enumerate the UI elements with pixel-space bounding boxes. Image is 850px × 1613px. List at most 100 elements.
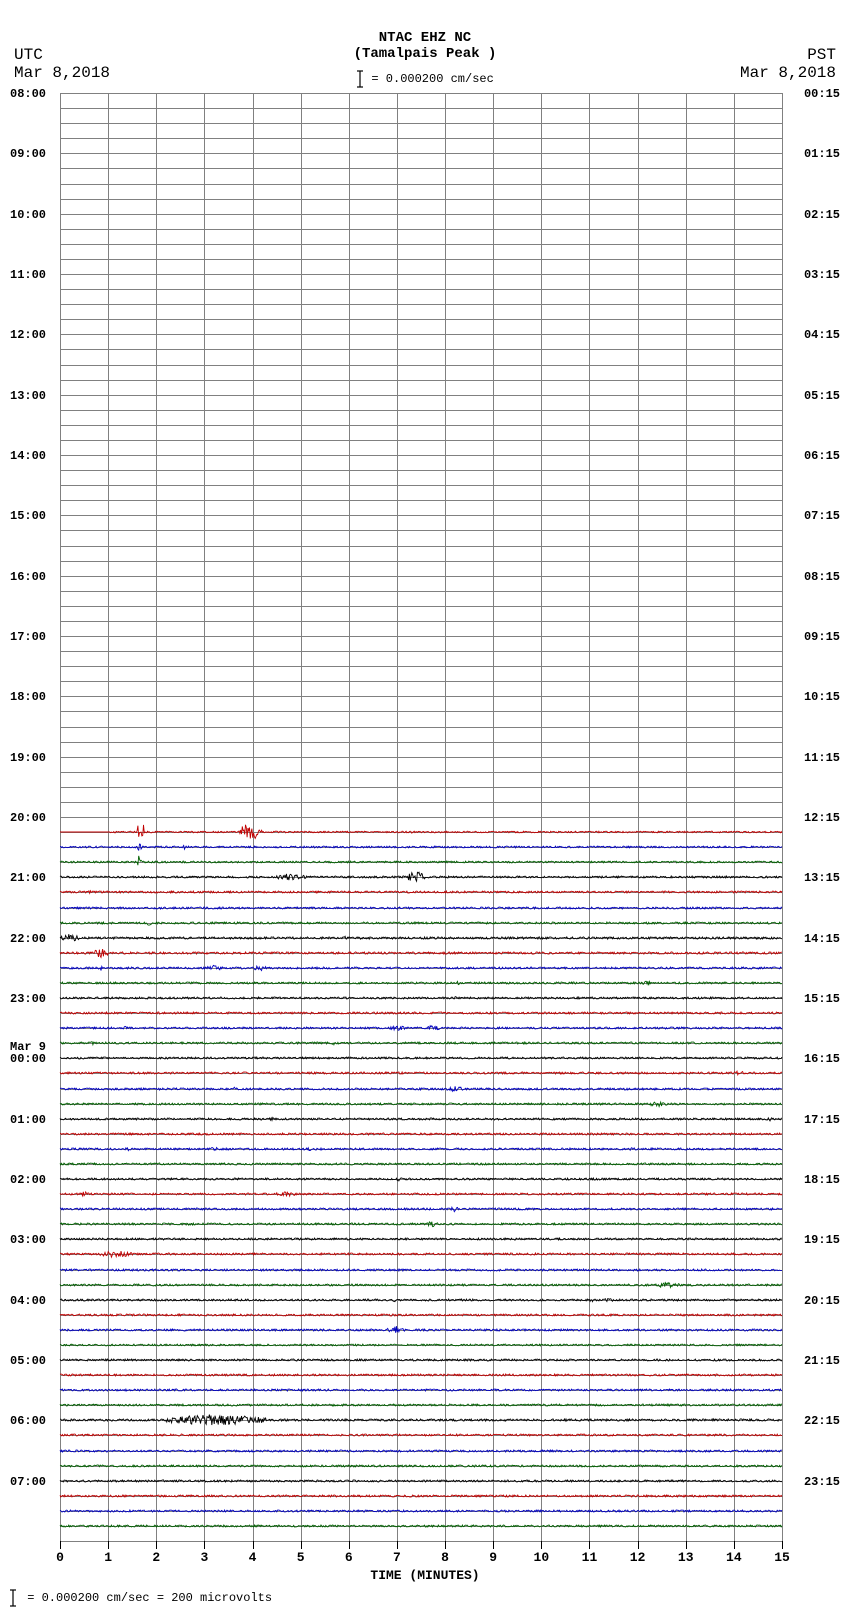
hgrid-line	[60, 168, 782, 169]
x-tick-label: 13	[678, 1550, 694, 1565]
hgrid-line	[60, 244, 782, 245]
vgrid-line	[397, 93, 398, 1541]
vgrid-line	[253, 93, 254, 1541]
pst-hour-label: 07:15	[804, 509, 840, 523]
hgrid-line	[60, 229, 782, 230]
hgrid-line	[60, 1209, 782, 1210]
hgrid-line	[60, 892, 782, 893]
pst-hour-label: 21:15	[804, 1354, 840, 1368]
pst-hour-label: 15:15	[804, 992, 840, 1006]
hgrid-line	[60, 530, 782, 531]
hgrid-line	[60, 515, 782, 516]
hgrid-line	[60, 455, 782, 456]
hgrid-line	[60, 1028, 782, 1029]
vgrid-line	[589, 93, 590, 1541]
hgrid-line	[60, 1330, 782, 1331]
pst-hour-label: 12:15	[804, 811, 840, 825]
hgrid-line	[60, 742, 782, 743]
hgrid-line	[60, 1104, 782, 1105]
hgrid-line	[60, 1451, 782, 1452]
hgrid-line	[60, 923, 782, 924]
pst-hour-label: 05:15	[804, 389, 840, 403]
hgrid-line	[60, 727, 782, 728]
date-marker: Mar 9	[10, 1040, 46, 1054]
vgrid-line	[638, 93, 639, 1541]
x-tick-label: 9	[489, 1550, 497, 1565]
utc-hour-label: 15:00	[10, 509, 46, 523]
hgrid-line	[60, 365, 782, 366]
hgrid-line	[60, 470, 782, 471]
x-tick-label: 10	[534, 1550, 550, 1565]
vgrid-line	[204, 93, 205, 1541]
utc-hour-label: 07:00	[10, 1475, 46, 1489]
utc-hour-label: 20:00	[10, 811, 46, 825]
utc-hour-label: 18:00	[10, 690, 46, 704]
vgrid-line	[686, 93, 687, 1541]
pst-hour-label: 22:15	[804, 1414, 840, 1428]
hgrid-line	[60, 425, 782, 426]
hgrid-line	[60, 410, 782, 411]
hgrid-line	[60, 591, 782, 592]
hgrid-line	[60, 304, 782, 305]
hgrid-line	[60, 184, 782, 185]
footer-scale: = 0.000200 cm/sec = 200 microvolts	[6, 1589, 272, 1607]
hgrid-line	[60, 636, 782, 637]
hgrid-line	[60, 696, 782, 697]
hgrid-line	[60, 983, 782, 984]
hgrid-line	[60, 757, 782, 758]
pst-hour-label: 23:15	[804, 1475, 840, 1489]
x-tick-label: 1	[104, 1550, 112, 1565]
footer-scale-tick-icon	[8, 1589, 18, 1607]
hgrid-line	[60, 1254, 782, 1255]
vgrid-line	[541, 93, 542, 1541]
hgrid-line	[60, 440, 782, 441]
x-tick-mark	[589, 1541, 590, 1549]
hgrid-line	[60, 681, 782, 682]
hgrid-line	[60, 1013, 782, 1014]
hgrid-line	[60, 1435, 782, 1436]
hgrid-line	[60, 93, 782, 94]
header-right-date: Mar 8,2018	[740, 64, 836, 82]
hgrid-line	[60, 1119, 782, 1120]
x-tick-mark	[349, 1541, 350, 1549]
x-tick-mark	[156, 1541, 157, 1549]
pst-hour-label: 10:15	[804, 690, 840, 704]
x-tick-label: 15	[774, 1550, 790, 1565]
hgrid-line	[60, 1134, 782, 1135]
vgrid-line	[108, 93, 109, 1541]
x-tick-mark	[782, 1541, 783, 1549]
scale-legend: = 0.000200 cm/sec	[0, 70, 850, 88]
vgrid-line	[60, 93, 61, 1541]
pst-hour-label: 14:15	[804, 932, 840, 946]
utc-hour-label: 10:00	[10, 208, 46, 222]
hgrid-line	[60, 832, 782, 833]
hgrid-line	[60, 500, 782, 501]
hgrid-line	[60, 214, 782, 215]
x-tick-mark	[445, 1541, 446, 1549]
hgrid-line	[60, 1315, 782, 1316]
pst-hour-label: 18:15	[804, 1173, 840, 1187]
hgrid-line	[60, 817, 782, 818]
hgrid-line	[60, 199, 782, 200]
pst-hour-label: 03:15	[804, 268, 840, 282]
hgrid-line	[60, 153, 782, 154]
hgrid-line	[60, 666, 782, 667]
hgrid-line	[60, 802, 782, 803]
hgrid-line	[60, 772, 782, 773]
vgrid-line	[493, 93, 494, 1541]
hgrid-line	[60, 1375, 782, 1376]
utc-hour-label: 11:00	[10, 268, 46, 282]
hgrid-line	[60, 334, 782, 335]
pst-hour-label: 11:15	[804, 751, 840, 765]
vgrid-line	[734, 93, 735, 1541]
x-tick-label: 3	[200, 1550, 208, 1565]
hgrid-line	[60, 289, 782, 290]
hgrid-line	[60, 259, 782, 260]
utc-hour-label: 05:00	[10, 1354, 46, 1368]
hgrid-line	[60, 1405, 782, 1406]
hgrid-line	[60, 1360, 782, 1361]
x-tick-label: 2	[152, 1550, 160, 1565]
x-tick-mark	[108, 1541, 109, 1549]
x-tick-label: 6	[345, 1550, 353, 1565]
hgrid-line	[60, 1481, 782, 1482]
